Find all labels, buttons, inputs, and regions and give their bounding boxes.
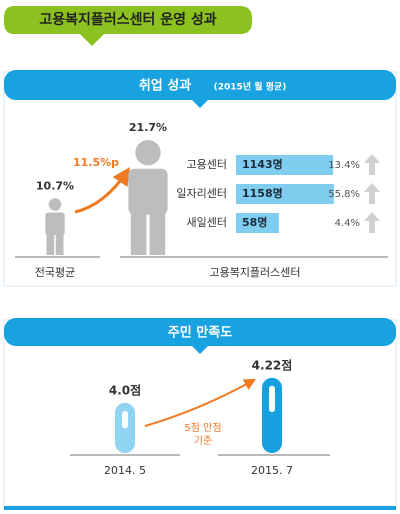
note: 기준 xyxy=(194,435,212,447)
section-header xyxy=(4,70,396,100)
row-name: 일자리센터 xyxy=(176,186,227,200)
header-pointer xyxy=(192,100,208,108)
value-label: 4.0점 xyxy=(109,382,141,397)
value-label: 21.7% xyxy=(129,121,167,134)
note: 5점 만점 xyxy=(184,422,221,434)
difference: 11.5%p xyxy=(73,156,119,169)
trend-arrow xyxy=(144,378,257,427)
row-name: 고용센터 xyxy=(187,158,227,171)
period-label: 2014. 5 xyxy=(104,464,146,477)
row-name: 새일센터 xyxy=(187,215,227,229)
person xyxy=(45,198,65,255)
bar-label: 1158명 xyxy=(242,186,283,200)
person-head xyxy=(48,198,62,211)
value-label: 4.22점 xyxy=(252,357,293,372)
person xyxy=(128,139,168,255)
pin-slot xyxy=(122,410,128,429)
bar xyxy=(236,184,334,204)
value-label: 10.7% xyxy=(36,179,74,192)
group-label: 고용복지플러스센터 xyxy=(209,266,300,279)
up-arrow xyxy=(364,154,380,175)
up-arrow xyxy=(364,183,380,204)
bar xyxy=(236,213,279,233)
bar-label: 1143명 xyxy=(242,157,283,171)
rate: 13.4% xyxy=(328,160,360,171)
panel xyxy=(3,319,397,507)
rate: 55.8% xyxy=(328,189,360,200)
section-heading: 주민 만족도 xyxy=(168,325,232,341)
section-header xyxy=(4,318,396,346)
person-head xyxy=(135,139,161,166)
header-pointer xyxy=(192,346,208,354)
page-title: 고용복지플러스센터 운영 성과 xyxy=(39,11,216,28)
title-banner xyxy=(4,6,252,46)
period-label: 2015. 7 xyxy=(251,464,293,477)
person-body xyxy=(128,168,168,215)
pin xyxy=(262,377,282,453)
rate: 4.4% xyxy=(335,218,360,229)
person-body xyxy=(45,212,65,236)
pin-slot xyxy=(269,385,275,413)
person-leg xyxy=(46,233,55,255)
growth-arrow xyxy=(74,166,130,214)
person-leg xyxy=(149,212,166,255)
section-subheading: (2015년 월 평균) xyxy=(214,81,287,93)
bar xyxy=(236,155,334,175)
bottom-rule xyxy=(4,506,396,510)
group-label: 전국평균 xyxy=(35,266,75,279)
bar-label: 58명 xyxy=(242,215,267,229)
person-leg xyxy=(130,212,147,255)
section-heading: 취업 성과 xyxy=(139,78,191,94)
person-leg xyxy=(55,233,64,255)
up-arrow xyxy=(364,212,380,233)
